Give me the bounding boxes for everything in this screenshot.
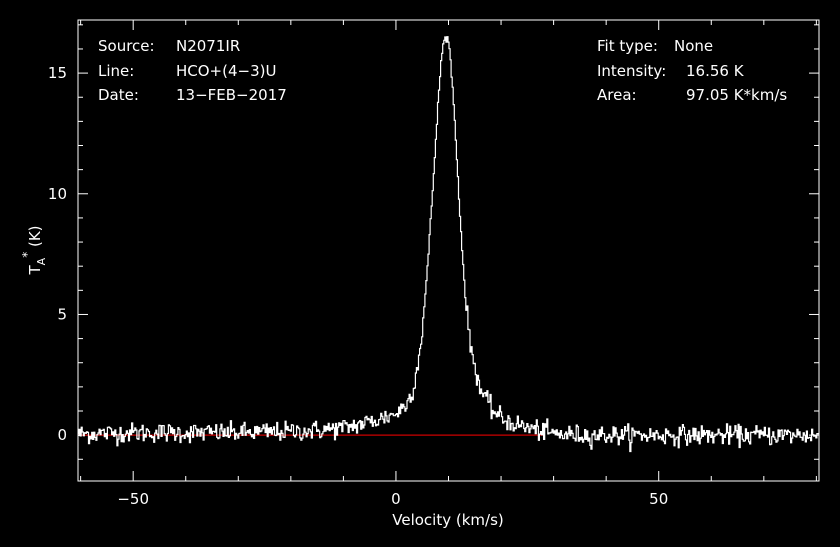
y-axis-label-unit: (K) (26, 225, 44, 251)
svg-text:TA* (K): TA* (K) (20, 225, 48, 275)
axis-tick-labels: −50 0 50 0 5 10 15 (48, 64, 668, 508)
line-label: Line: (98, 62, 134, 80)
source-label: Source: (98, 37, 155, 55)
axis-ticks (78, 20, 819, 481)
x-tick-label: 0 (391, 490, 401, 508)
date-value: 13−FEB−2017 (176, 86, 287, 104)
area-value: 97.05 K*km/s (686, 86, 787, 104)
y-tick-label: 15 (48, 64, 67, 82)
area-label: Area: (597, 86, 637, 104)
y-axis-label: TA* (K) (20, 225, 48, 275)
line-value: HCO+(4−3)U (176, 62, 276, 80)
x-axis-label: Velocity (km/s) (392, 511, 503, 529)
y-axis-label-sub: A (35, 257, 48, 265)
intensity-label: Intensity: (597, 62, 666, 80)
fit-type-label: Fit type: (597, 37, 658, 55)
x-tick-label: 50 (649, 490, 668, 508)
y-tick-label: 0 (57, 426, 67, 444)
data-layer (78, 36, 819, 453)
date-label: Date: (98, 86, 139, 104)
x-tick-label: −50 (117, 490, 149, 508)
source-value: N2071IR (176, 37, 240, 55)
fit-type-value: None (674, 37, 713, 55)
y-tick-label: 5 (57, 305, 67, 323)
y-tick-label: 10 (48, 185, 67, 203)
intensity-value: 16.56 K (686, 62, 745, 80)
y-axis-label-main: T (26, 265, 44, 276)
spectrum-line (78, 36, 819, 453)
y-axis-label-sup: * (20, 252, 34, 258)
